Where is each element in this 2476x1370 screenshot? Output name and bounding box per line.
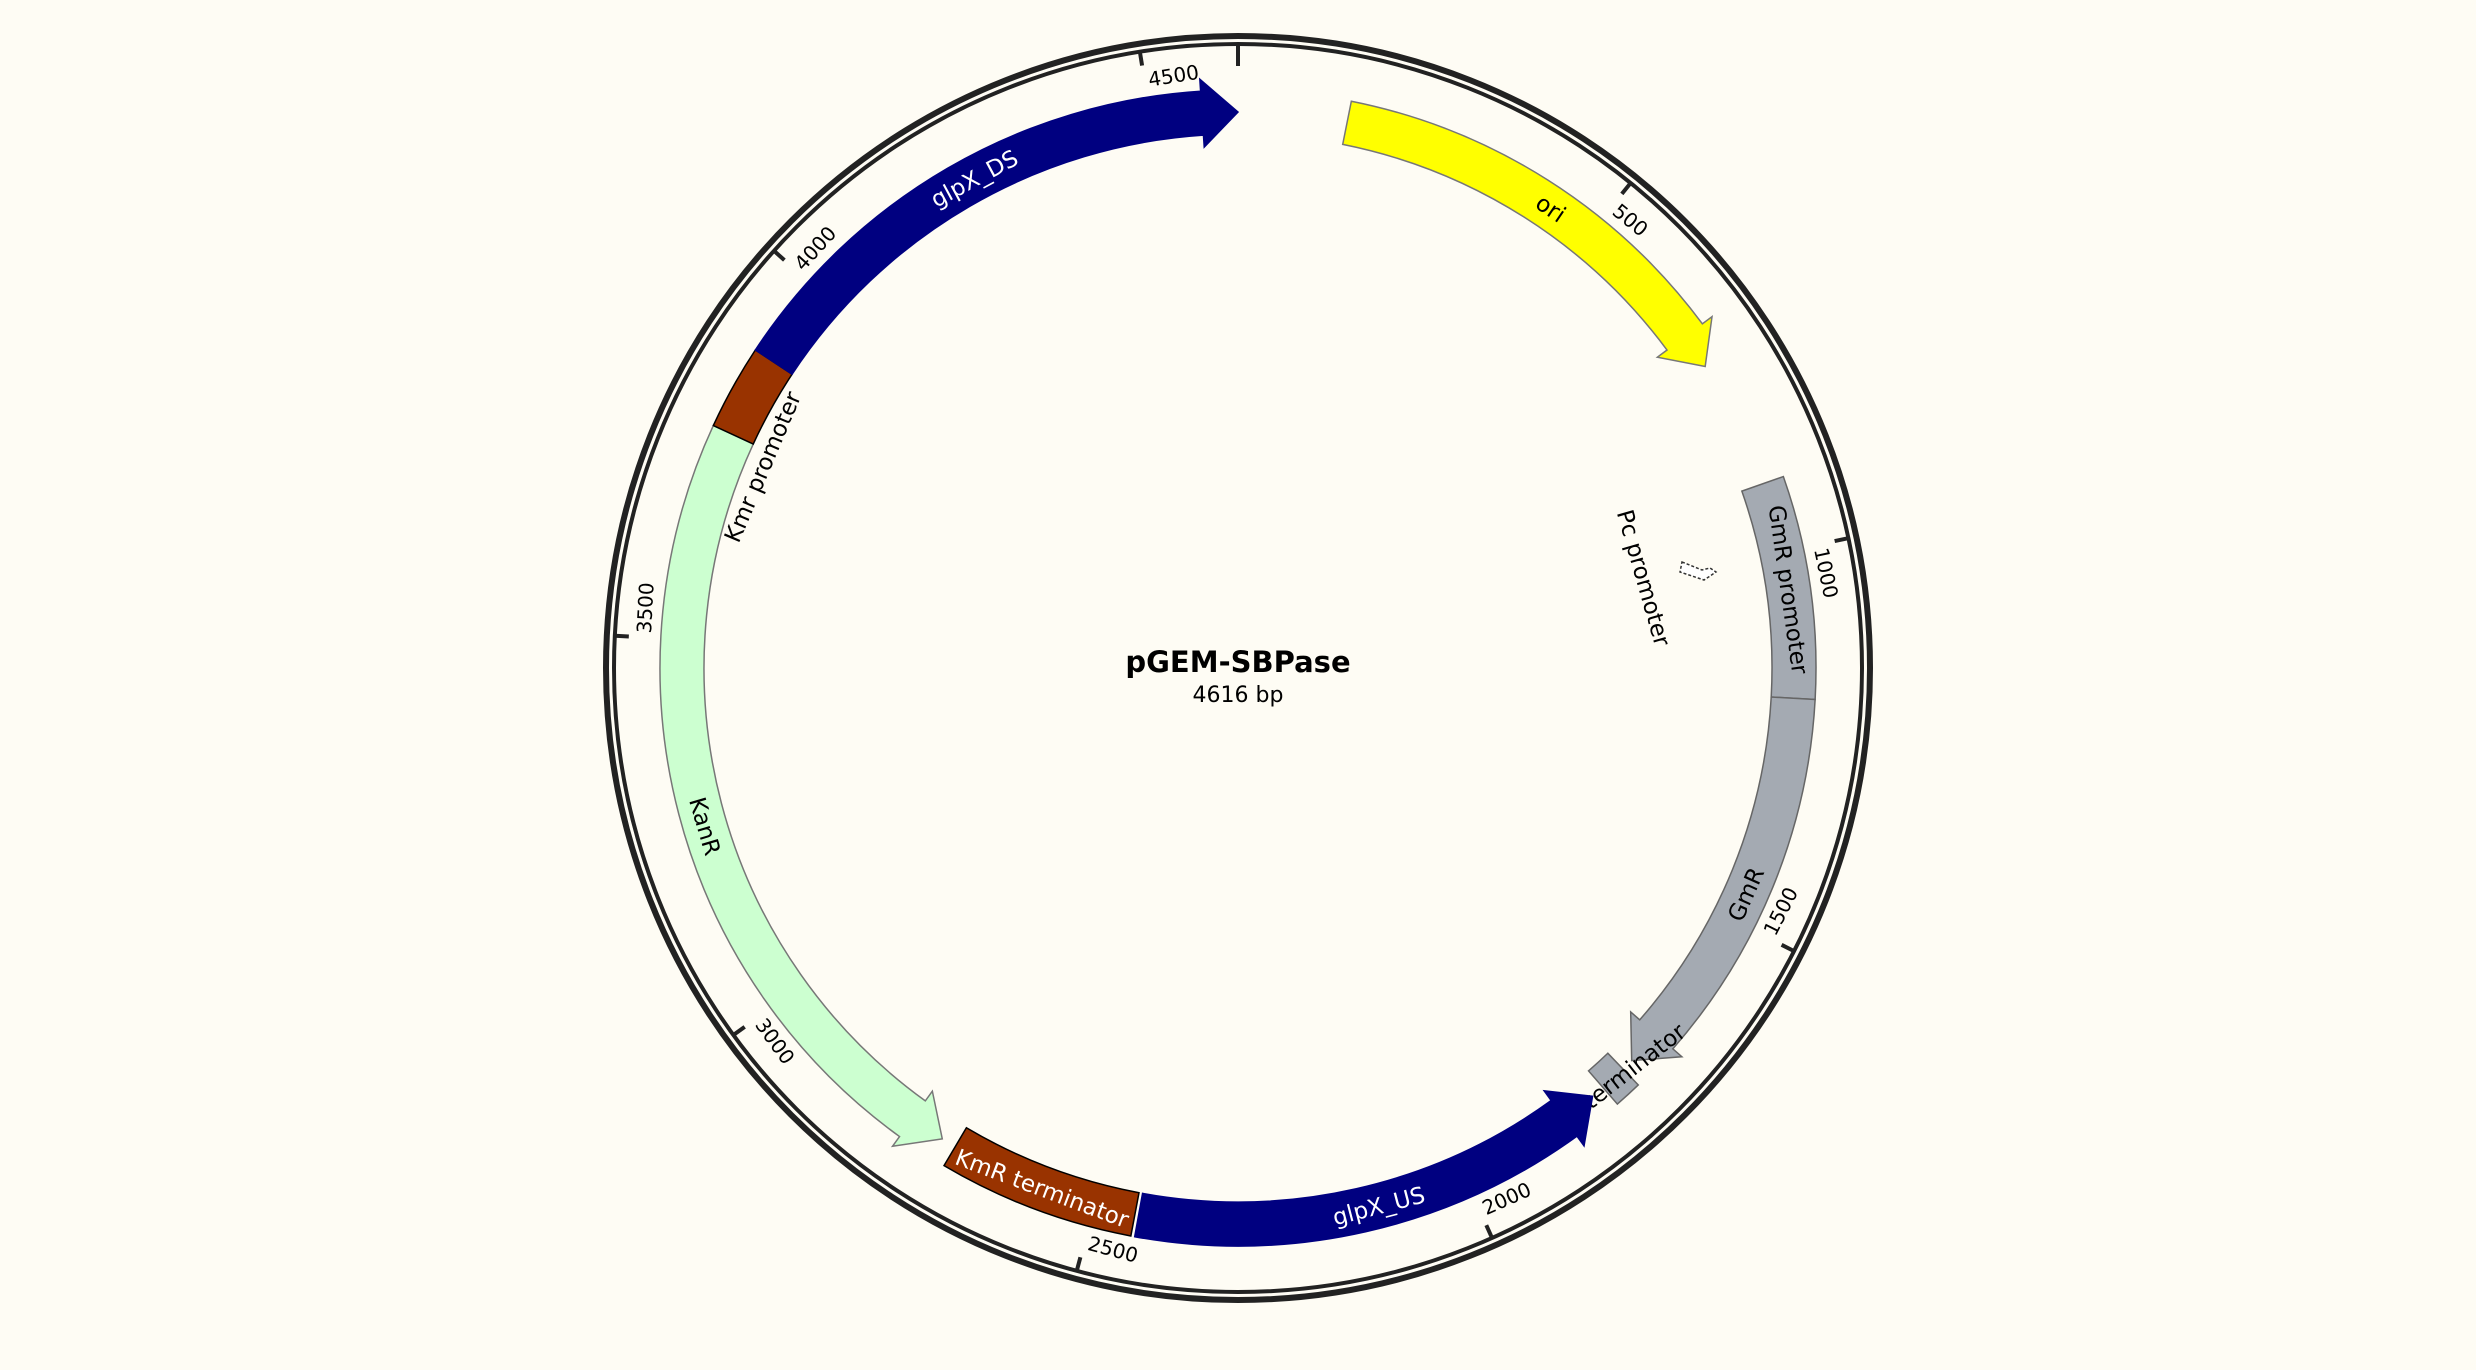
feature-shape-kanr[interactable] xyxy=(659,424,944,1148)
marker-label-pc-promoter: Pc promoter xyxy=(1611,507,1675,650)
tick-2000 xyxy=(1484,1224,1494,1239)
tick-2500 xyxy=(1074,1256,1083,1272)
marker-track: Pc promoter xyxy=(1611,507,1718,650)
tick-1000 xyxy=(1834,536,1849,544)
tick-label: 4500 xyxy=(1147,60,1201,92)
feature-shape-ori[interactable] xyxy=(1341,100,1713,368)
feature-gmr[interactable]: GmR xyxy=(1629,696,1816,1062)
tick-4500 xyxy=(1137,51,1145,66)
feature-shape-gmr[interactable] xyxy=(1629,696,1816,1062)
feature-gmr-promoter[interactable]: GmR promoter xyxy=(1740,475,1817,701)
marker-arrow-pc-promoter[interactable] xyxy=(1679,560,1718,581)
marker-pc-promoter[interactable]: Pc promoter xyxy=(1611,507,1718,650)
tick-label: 3500 xyxy=(632,582,659,634)
tick-label: 2500 xyxy=(1085,1231,1140,1267)
tick-3500 xyxy=(614,633,629,639)
plasmid-length: 4616 bp xyxy=(1193,683,1284,708)
tick-4000 xyxy=(772,249,786,262)
feature-shape-gmr-terminator[interactable] xyxy=(1587,1052,1640,1106)
feature-ori[interactable]: ori xyxy=(1341,100,1713,368)
tick-1500 xyxy=(1780,943,1795,953)
feature-shape-glpx-ds[interactable] xyxy=(754,77,1240,376)
tick-label: 1000 xyxy=(1809,546,1843,601)
backbone-outer-ring xyxy=(603,33,1873,1303)
center-title: pGEM-SBPase 4616 bp xyxy=(1125,645,1350,708)
feature-glpx-us[interactable]: glpX_US xyxy=(1133,1089,1594,1247)
feature-shape-glpx-us[interactable] xyxy=(1133,1089,1594,1247)
feature-kanr[interactable]: KanR xyxy=(659,424,944,1148)
plasmid-name: pGEM-SBPase xyxy=(1125,645,1350,679)
feature-kmr-terminator[interactable]: KmR terminator xyxy=(942,1126,1140,1237)
tick-500 xyxy=(1620,181,1633,196)
tick-3000 xyxy=(732,1025,746,1037)
feature-shape-kmr-terminator[interactable] xyxy=(942,1126,1140,1237)
